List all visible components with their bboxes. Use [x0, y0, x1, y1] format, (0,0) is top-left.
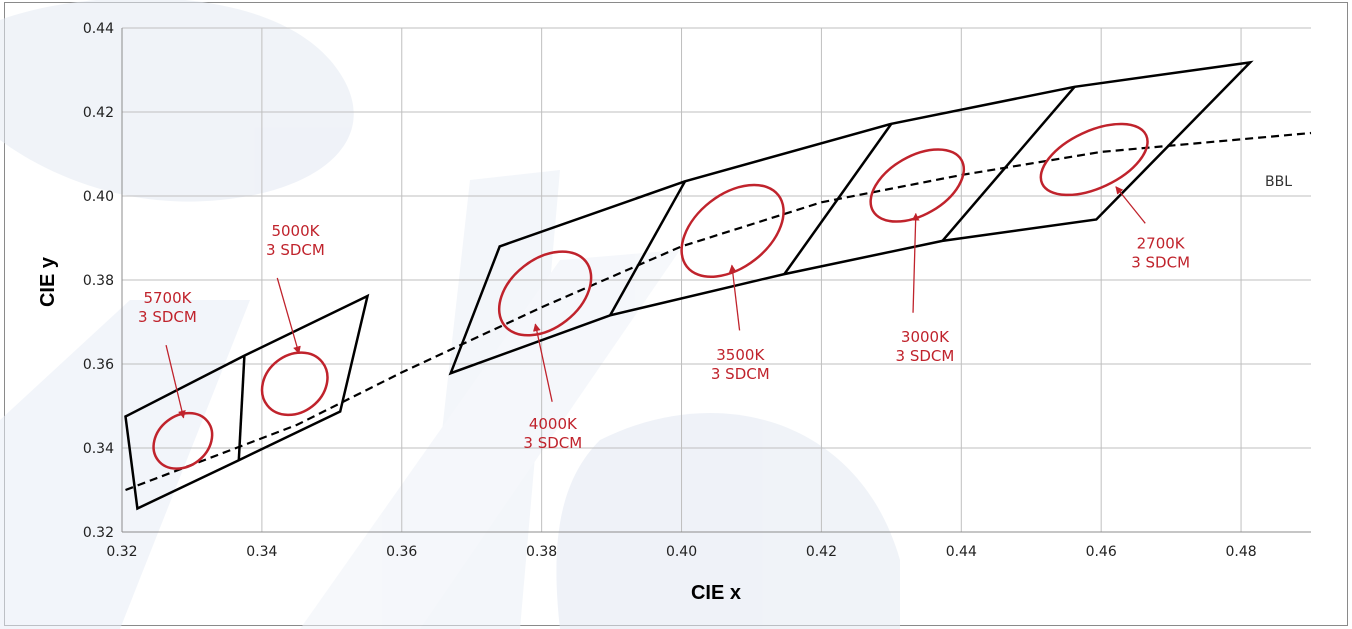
- quadrangle-divider: [609, 180, 687, 316]
- x-tick-label: 0.36: [386, 544, 417, 560]
- x-tick-label: 0.38: [526, 544, 557, 560]
- ellipse-cct-label: 3000K: [901, 328, 950, 346]
- watermark-logo: [0, 0, 900, 629]
- ellipse-cct-label: 5000K: [271, 222, 320, 240]
- ellipse-sdcm-label: 3 SDCM: [523, 434, 582, 452]
- y-axis-title: CIE y: [37, 256, 59, 307]
- x-tick-label: 0.32: [106, 544, 137, 560]
- plot-area-border: [121, 28, 1311, 533]
- y-tick-label: 0.38: [83, 273, 114, 289]
- ellipse-5700k: [152, 411, 214, 470]
- y-tick-label: 0.36: [83, 357, 114, 373]
- label-arrow: [1115, 186, 1146, 224]
- ellipse-sdcm-label: 3 SDCM: [711, 365, 770, 383]
- quadrangle-outline: [124, 293, 370, 511]
- ellipse-2700k: [1039, 122, 1149, 197]
- y-tick-labels: 0.32 0.34 0.36 0.38 0.40 0.42 0.44: [83, 21, 114, 541]
- label-arrow: [165, 344, 186, 419]
- label-arrow: [533, 323, 553, 402]
- x-tick-label: 0.46: [1086, 544, 1117, 560]
- bbl-label: BBL: [1265, 174, 1292, 190]
- ansi-quadrangles: [124, 60, 1254, 511]
- x-axis-title: CIE x: [691, 582, 741, 604]
- ellipse-sdcm-label: 3 SDCM: [138, 308, 197, 326]
- y-tick-label: 0.32: [83, 525, 114, 541]
- y-tick-label: 0.34: [83, 441, 114, 457]
- ellipse-cct-label: 3500K: [716, 346, 765, 364]
- y-tick-label: 0.40: [83, 189, 114, 205]
- ellipse-cct-label: 2700K: [1137, 235, 1186, 253]
- y-tick-label: 0.44: [83, 21, 114, 37]
- label-arrow: [276, 277, 301, 355]
- ellipse-sdcm-label: 3 SDCM: [896, 347, 955, 365]
- quadrangle-outline: [448, 60, 1254, 376]
- x-tick-label: 0.40: [666, 544, 697, 560]
- macadam-ellipses: [152, 122, 1149, 470]
- x-tick-label: 0.44: [946, 544, 977, 560]
- quadrangle-divider: [941, 85, 1076, 242]
- y-tick-label: 0.42: [83, 105, 114, 121]
- ellipse-cct-label: 5700K: [143, 289, 192, 307]
- x-tick-label: 0.42: [806, 544, 837, 560]
- ellipse-sdcm-label: 3 SDCM: [1131, 254, 1190, 272]
- ellipse-5000k: [260, 351, 329, 417]
- ellipse-3000k: [869, 148, 966, 223]
- ellipse-3500k: [680, 183, 785, 279]
- label-arrow: [728, 264, 741, 331]
- x-tick-label: 0.34: [246, 544, 277, 560]
- x-tick-labels: 0.32 0.34 0.36 0.38 0.40 0.42 0.44 0.46 0.48: [106, 544, 1256, 560]
- ellipse-4000k: [497, 250, 593, 337]
- ellipse-sdcm-label: 3 SDCM: [266, 241, 325, 259]
- ellipse-cct-label: 4000K: [529, 415, 578, 433]
- quadrangle-divider: [237, 355, 246, 461]
- label-arrow: [911, 212, 920, 313]
- x-tick-label: 0.48: [1225, 544, 1256, 560]
